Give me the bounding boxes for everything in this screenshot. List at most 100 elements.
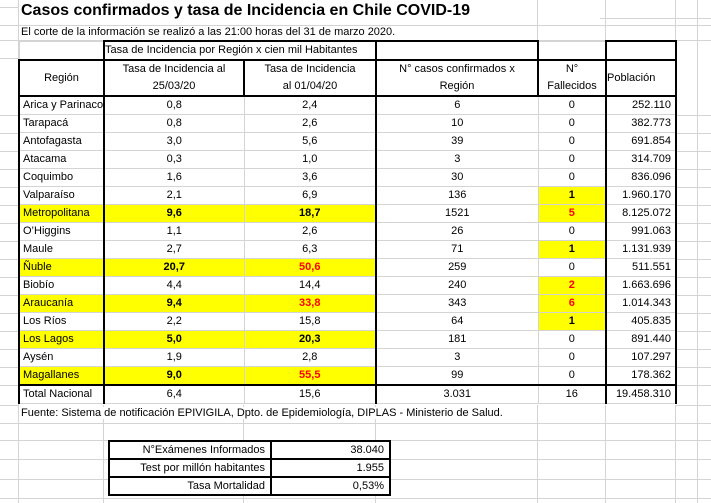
fallecidos-cell[interactable]: 2 xyxy=(538,276,607,295)
poblacion-cell[interactable]: 382.773 xyxy=(606,114,677,133)
empty-cell[interactable] xyxy=(375,40,539,61)
summary-value[interactable]: 38.040 xyxy=(270,440,391,460)
poblacion-cell[interactable]: 252.110 xyxy=(606,96,677,115)
fallecidos-cell[interactable]: 0 xyxy=(538,132,607,151)
poblacion-cell[interactable]: 405.835 xyxy=(606,312,677,331)
total-tasa1-cell[interactable]: 6,4 xyxy=(104,384,245,404)
fallecidos-cell[interactable]: 0 xyxy=(538,330,607,349)
tasa1-cell[interactable]: 9,4 xyxy=(104,294,245,313)
region-cell[interactable]: Tarapacá xyxy=(18,114,105,133)
poblacion-cell[interactable]: 1.663.696 xyxy=(606,276,677,295)
summary-label[interactable]: Tasa Mortalidad xyxy=(108,476,272,496)
poblacion-cell[interactable]: 836.096 xyxy=(606,168,677,187)
region-cell[interactable]: Coquimbo xyxy=(18,168,105,187)
tasa1-cell[interactable]: 5,0 xyxy=(104,330,245,349)
tasa2-cell[interactable]: 2,6 xyxy=(244,222,377,241)
total-fallecidos-cell[interactable]: 16 xyxy=(538,384,607,404)
fallecidos-cell[interactable]: 0 xyxy=(538,150,607,169)
region-cell[interactable]: Metropolitana xyxy=(18,204,105,223)
casos-cell[interactable]: 136 xyxy=(376,186,539,205)
tasa2-cell[interactable]: 1,0 xyxy=(244,150,377,169)
region-cell[interactable]: O’Higgins xyxy=(18,222,105,241)
tasa2-cell[interactable]: 50,6 xyxy=(244,258,377,277)
poblacion-cell[interactable]: 991.063 xyxy=(606,222,677,241)
poblacion-cell[interactable]: 511.551 xyxy=(606,258,677,277)
col-header-casos[interactable]: N° casos confirmados x Región xyxy=(375,59,539,97)
tasa2-cell[interactable]: 55,5 xyxy=(244,366,377,386)
tasa2-cell[interactable]: 3,6 xyxy=(244,168,377,187)
tasa1-cell[interactable]: 1,1 xyxy=(104,222,245,241)
tasa2-cell[interactable]: 2,6 xyxy=(244,114,377,133)
tasa1-cell[interactable]: 0,8 xyxy=(104,114,245,133)
tasa1-cell[interactable]: 1,9 xyxy=(104,348,245,367)
fallecidos-cell[interactable]: 0 xyxy=(538,114,607,133)
tasa1-cell[interactable]: 1,6 xyxy=(104,168,245,187)
tasa1-cell[interactable]: 9,0 xyxy=(104,366,245,386)
poblacion-cell[interactable]: 107.297 xyxy=(606,348,677,367)
tasa1-cell[interactable]: 3,0 xyxy=(104,132,245,151)
region-cell[interactable]: Los Lagos xyxy=(18,330,105,349)
region-cell[interactable]: Biobío xyxy=(18,276,105,295)
tasa1-cell[interactable]: 0,8 xyxy=(104,96,245,115)
poblacion-cell[interactable]: 1.131.939 xyxy=(606,240,677,259)
casos-cell[interactable]: 3 xyxy=(376,348,539,367)
fallecidos-cell[interactable]: 1 xyxy=(538,186,607,205)
fallecidos-cell[interactable]: 5 xyxy=(538,204,607,223)
casos-cell[interactable]: 99 xyxy=(376,366,539,386)
total-casos-cell[interactable]: 3.031 xyxy=(376,384,539,404)
region-cell[interactable]: Aysén xyxy=(18,348,105,367)
casos-cell[interactable]: 10 xyxy=(376,114,539,133)
fallecidos-cell[interactable]: 0 xyxy=(538,348,607,367)
region-cell[interactable]: Atacama xyxy=(18,150,105,169)
poblacion-cell[interactable]: 1.014.343 xyxy=(606,294,677,313)
casos-cell[interactable]: 181 xyxy=(376,330,539,349)
tasa1-cell[interactable]: 2,7 xyxy=(104,240,245,259)
tasa2-cell[interactable]: 6,3 xyxy=(244,240,377,259)
casos-cell[interactable]: 240 xyxy=(376,276,539,295)
poblacion-cell[interactable]: 314.709 xyxy=(606,150,677,169)
poblacion-cell[interactable]: 691.854 xyxy=(606,132,677,151)
summary-value[interactable]: 1.955 xyxy=(270,458,391,478)
region-cell[interactable]: Magallanes xyxy=(18,366,105,386)
tasa2-cell[interactable]: 2,8 xyxy=(244,348,377,367)
casos-cell[interactable]: 259 xyxy=(376,258,539,277)
region-cell[interactable]: Valparaíso xyxy=(18,186,105,205)
total-label[interactable]: Total Nacional xyxy=(18,384,105,404)
casos-cell[interactable]: 39 xyxy=(376,132,539,151)
tasa2-cell[interactable]: 6,9 xyxy=(244,186,377,205)
tasa2-cell[interactable]: 20,3 xyxy=(244,330,377,349)
fallecidos-cell[interactable]: 1 xyxy=(538,240,607,259)
region-cell[interactable]: Antofagasta xyxy=(18,132,105,151)
tasa1-cell[interactable]: 20,7 xyxy=(104,258,245,277)
col-header-tasa-250320[interactable]: Tasa de Incidencia al 25/03/20 xyxy=(103,59,245,97)
col-header-fallecidos[interactable]: N° Fallecidos xyxy=(537,59,607,97)
tasa2-cell[interactable]: 2,4 xyxy=(244,96,377,115)
tasa1-cell[interactable]: 2,1 xyxy=(104,186,245,205)
col-header-tasa-010420[interactable]: Tasa de Incidencia al 01/04/20 xyxy=(243,59,377,97)
casos-cell[interactable]: 3 xyxy=(376,150,539,169)
region-cell[interactable]: Ñuble xyxy=(18,258,105,277)
casos-cell[interactable]: 26 xyxy=(376,222,539,241)
region-cell[interactable]: Los Ríos xyxy=(18,312,105,331)
total-poblacion-cell[interactable]: 19.458.310 xyxy=(606,384,677,404)
poblacion-cell[interactable]: 891.440 xyxy=(606,330,677,349)
casos-cell[interactable]: 64 xyxy=(376,312,539,331)
casos-cell[interactable]: 30 xyxy=(376,168,539,187)
fallecidos-cell[interactable]: 0 xyxy=(538,96,607,115)
empty-cell[interactable] xyxy=(538,40,606,60)
fallecidos-cell[interactable]: 0 xyxy=(538,168,607,187)
tasa2-cell[interactable]: 5,6 xyxy=(244,132,377,151)
casos-cell[interactable]: 1521 xyxy=(376,204,539,223)
col-header-poblacion[interactable]: Población xyxy=(605,59,677,97)
poblacion-cell[interactable]: 178.362 xyxy=(606,366,677,386)
empty-cell[interactable] xyxy=(18,40,104,60)
tasa2-cell[interactable]: 15,8 xyxy=(244,312,377,331)
group-header-cell[interactable]: Tasa de Incidencia por Región x cien mil… xyxy=(103,40,377,61)
casos-cell[interactable]: 6 xyxy=(376,96,539,115)
tasa2-cell[interactable]: 18,7 xyxy=(244,204,377,223)
casos-cell[interactable]: 343 xyxy=(376,294,539,313)
total-tasa2-cell[interactable]: 15,6 xyxy=(244,384,377,404)
tasa1-cell[interactable]: 4,4 xyxy=(104,276,245,295)
summary-value[interactable]: 0,53% xyxy=(270,476,391,496)
casos-cell[interactable]: 71 xyxy=(376,240,539,259)
